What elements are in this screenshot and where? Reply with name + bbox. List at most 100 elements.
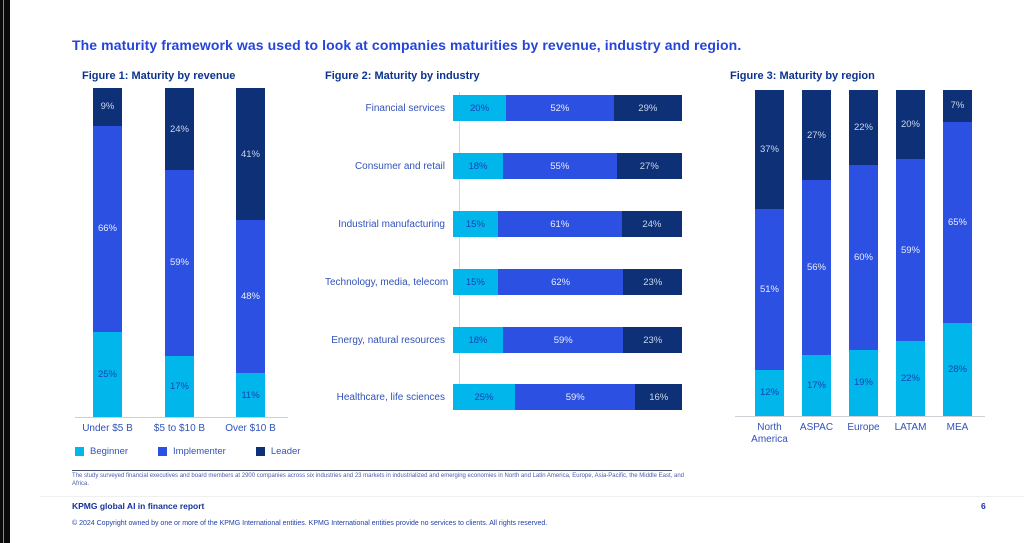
footer-divider bbox=[40, 496, 1024, 497]
segment-value-label: 17% bbox=[169, 380, 189, 392]
stacked-bar: 24% 59% 17% bbox=[165, 88, 194, 417]
stacked-bar: 20% 52% 29% bbox=[453, 95, 682, 121]
segment-beginner: 15% bbox=[453, 211, 498, 237]
figure1-caption: Figure 1: Maturity by revenue bbox=[82, 70, 236, 82]
page-title: The maturity framework was used to look … bbox=[72, 37, 742, 53]
bar-column: 20% 59% 22% LATAM bbox=[882, 90, 940, 434]
segment-beginner: 12% bbox=[755, 369, 784, 416]
stacked-bar: 18% 55% 27% bbox=[453, 153, 682, 179]
segment-implementer: 59% bbox=[502, 327, 624, 353]
segment-value-label: 27% bbox=[806, 129, 826, 141]
segment-beginner: 11% bbox=[236, 373, 265, 417]
figure1-x-axis-line bbox=[75, 417, 288, 418]
stacked-bar: 15% 62% 23% bbox=[453, 269, 682, 295]
segment-value-label: 23% bbox=[643, 334, 663, 346]
window-edge-strip bbox=[0, 0, 10, 543]
bar-column: 41% 48% 11% Over $10 B bbox=[218, 88, 284, 435]
segment-leader: 22% bbox=[849, 90, 878, 165]
segment-value-label: 15% bbox=[465, 276, 485, 288]
figure2-y-axis-line bbox=[459, 92, 460, 410]
segment-value-label: 41% bbox=[240, 148, 260, 160]
segment-value-label: 16% bbox=[649, 391, 669, 403]
segment-implementer: 59% bbox=[515, 384, 636, 410]
segment-value-label: 29% bbox=[638, 102, 658, 114]
bar-column: 37% 51% 12% North America bbox=[741, 90, 799, 446]
segment-implementer: 55% bbox=[502, 153, 617, 179]
segment-beginner: 17% bbox=[802, 355, 831, 416]
industry-label: Technology, media, telecom bbox=[325, 276, 449, 288]
stacked-bar: 41% 48% 11% bbox=[236, 88, 265, 417]
footnote-text: The study surveyed financial executives … bbox=[72, 473, 684, 487]
stacked-bar: 9% 66% 25% bbox=[93, 88, 122, 417]
stacked-bar: 25% 59% 16% bbox=[453, 384, 682, 410]
bar-column: 24% 59% 17% $5 to $10 B bbox=[147, 88, 213, 435]
segment-leader: 7% bbox=[943, 90, 972, 122]
bar-column: 27% 56% 17% ASPAC bbox=[788, 90, 846, 434]
segment-value-label: 65% bbox=[947, 216, 967, 228]
figure2-chart: Financial services 20% 52% 29% Consumer and … bbox=[325, 88, 691, 418]
footnote-divider bbox=[72, 470, 672, 471]
segment-value-label: 22% bbox=[853, 121, 873, 133]
segment-leader: 23% bbox=[623, 269, 682, 295]
segment-beginner: 22% bbox=[896, 341, 925, 416]
segment-value-label: 55% bbox=[550, 160, 570, 172]
segment-value-label: 23% bbox=[643, 276, 663, 288]
segment-value-label: 12% bbox=[759, 387, 779, 399]
segment-implementer: 61% bbox=[497, 211, 622, 237]
segment-implementer: 66% bbox=[93, 125, 122, 332]
segment-implementer: 52% bbox=[506, 95, 614, 121]
x-axis-label: LATAM bbox=[894, 422, 927, 433]
figure3-caption: Figure 3: Maturity by region bbox=[730, 70, 875, 82]
segment-beginner: 18% bbox=[453, 153, 503, 179]
segment-value-label: 51% bbox=[759, 284, 779, 296]
x-axis-label: MEA bbox=[946, 422, 969, 433]
industry-row: Financial services 20% 52% 29% bbox=[325, 95, 682, 121]
segment-implementer: 56% bbox=[802, 180, 831, 356]
stacked-bar: 18% 59% 23% bbox=[453, 327, 682, 353]
chart-legend: Beginner Implementer Leader bbox=[75, 446, 300, 457]
legend-swatch bbox=[75, 447, 84, 456]
industry-row: Technology, media, telecom 15% 62% 23% bbox=[325, 269, 682, 295]
segment-value-label: 59% bbox=[900, 244, 920, 256]
segment-value-label: 19% bbox=[853, 377, 873, 389]
legend-swatch bbox=[255, 447, 265, 456]
legend-swatch bbox=[158, 447, 168, 456]
segment-implementer: 51% bbox=[755, 209, 784, 370]
segment-value-label: 60% bbox=[853, 251, 873, 263]
legend-item: Implementer bbox=[158, 446, 226, 457]
stacked-bar: 15% 61% 24% bbox=[453, 211, 682, 237]
segment-value-label: 20% bbox=[470, 102, 490, 114]
segment-leader: 23% bbox=[623, 327, 682, 353]
segment-value-label: 61% bbox=[550, 218, 570, 230]
segment-value-label: 52% bbox=[550, 102, 570, 114]
legend-label: Beginner bbox=[90, 446, 129, 457]
segment-leader: 24% bbox=[621, 211, 682, 237]
footer-report-title: KPMG global AI in finance report bbox=[72, 501, 205, 511]
x-axis-label: Under $5 B bbox=[82, 423, 133, 434]
stacked-bar: 20% 59% 22% bbox=[896, 90, 925, 416]
segment-value-label: 66% bbox=[97, 223, 117, 235]
segment-value-label: 24% bbox=[642, 218, 662, 230]
segment-beginner: 28% bbox=[943, 322, 972, 417]
segment-value-label: 25% bbox=[97, 369, 117, 380]
legend-item: Leader bbox=[255, 446, 300, 457]
segment-beginner: 15% bbox=[453, 269, 498, 295]
segment-value-label: 25% bbox=[474, 391, 494, 403]
segment-value-label: 11% bbox=[241, 389, 260, 401]
segment-leader: 27% bbox=[616, 153, 682, 179]
segment-beginner: 25% bbox=[93, 332, 122, 417]
segment-value-label: 7% bbox=[950, 100, 965, 112]
legend-item: Beginner bbox=[75, 446, 128, 457]
bar-column: 9% 66% 25% Under $5 B bbox=[75, 88, 141, 435]
industry-row: Industrial manufacturing 15% 61% 24% bbox=[325, 211, 682, 237]
stacked-bar: 37% 51% 12% bbox=[755, 90, 784, 416]
x-axis-label: $5 to $10 B bbox=[153, 423, 206, 434]
segment-implementer: 60% bbox=[849, 164, 878, 350]
segment-leader: 9% bbox=[93, 88, 122, 126]
x-axis-label: Over $10 B bbox=[225, 423, 276, 434]
x-axis-label: Europe bbox=[847, 422, 880, 433]
bar-column: 7% 65% 28% MEA bbox=[929, 90, 987, 434]
industry-row: Consumer and retail 18% 55% 27% bbox=[325, 153, 682, 179]
segment-value-label: 20% bbox=[900, 119, 920, 130]
segment-leader: 37% bbox=[755, 90, 784, 210]
